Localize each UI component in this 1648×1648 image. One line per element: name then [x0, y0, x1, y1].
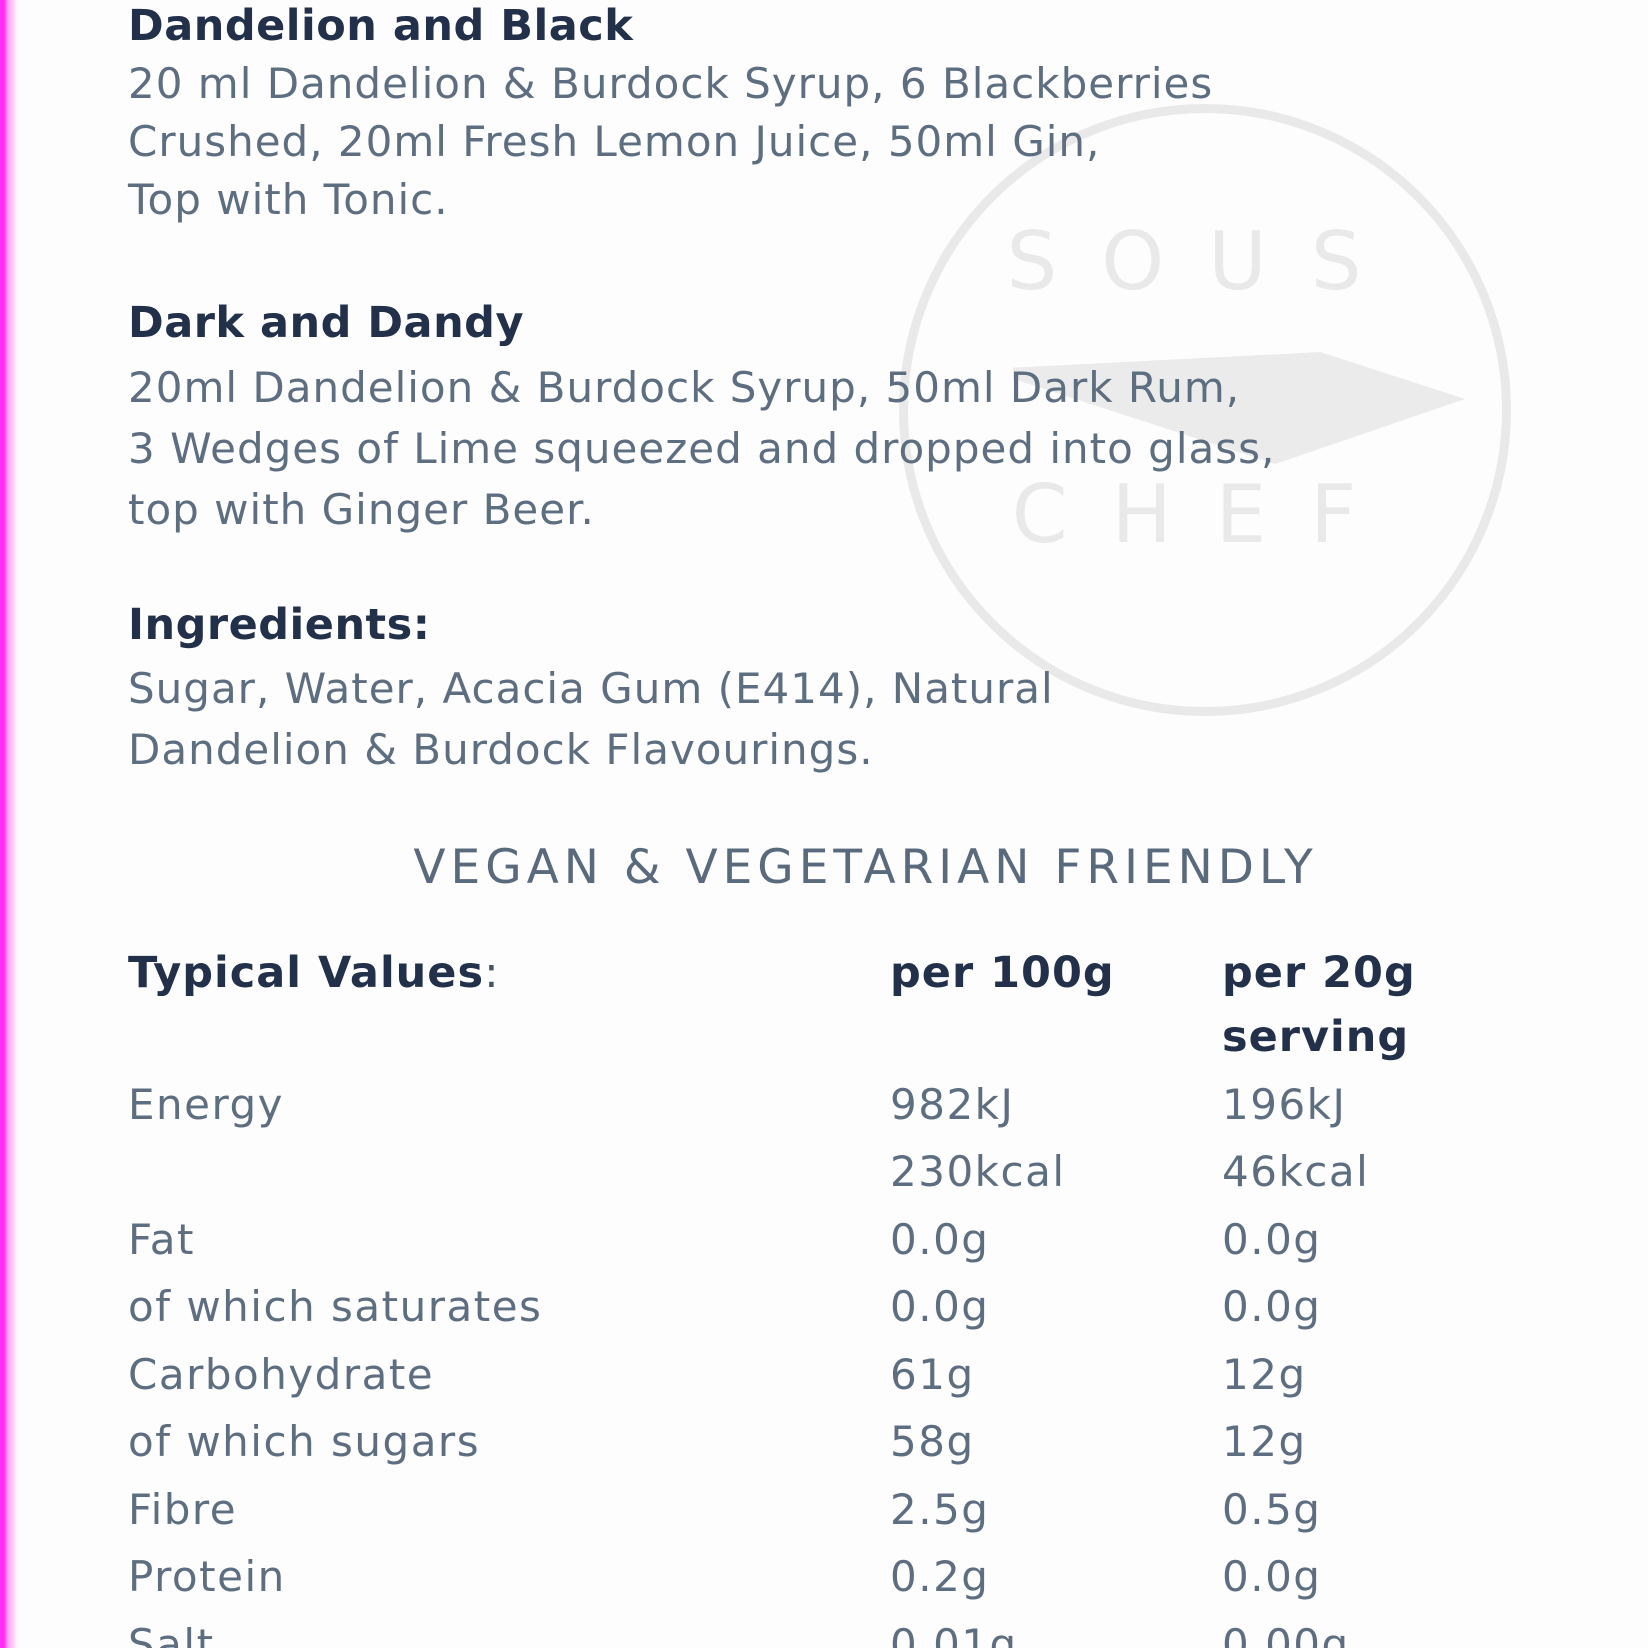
recipe-line: top with Ginger Beer.: [128, 485, 595, 534]
nutrition-row-carbohydrate: Carbohydrate 61g 12g: [128, 1350, 1648, 1400]
column-header-per-100g: per 100g: [890, 948, 1115, 998]
value-per-20g: 0.5g: [1222, 1485, 1322, 1534]
left-accent-stripe: [0, 0, 18, 1648]
recipe-line: 20 ml Dandelion & Burdock Syrup, 6 Black…: [128, 59, 1214, 108]
value-per-20g: 12g: [1222, 1417, 1307, 1466]
value-per-20g: 196kJ: [1222, 1080, 1347, 1129]
column-header-line: serving: [1222, 1012, 1410, 1062]
row-label: Energy: [128, 1080, 285, 1129]
nutrition-row-sugars: of which sugars 58g 12g: [128, 1417, 1648, 1467]
nutrition-row-fibre: Fibre 2.5g 0.5g: [128, 1485, 1648, 1535]
value-per-100g: 2.5g: [890, 1485, 990, 1534]
row-label: of which saturates: [128, 1282, 543, 1331]
column-header-line: per 20g: [1222, 948, 1416, 998]
value-per-100g: 58g: [890, 1417, 975, 1466]
value-per-100g: 0.01g: [890, 1620, 1018, 1648]
watermark-text-sous: SOUS: [1006, 215, 1406, 308]
value-per-100g: 0.0g: [890, 1282, 990, 1331]
row-label: of which sugars: [128, 1417, 481, 1466]
ingredients-title: Ingredients:: [128, 600, 431, 650]
nutrition-title-colon: :: [484, 948, 500, 998]
value-per-20g: 12g: [1222, 1350, 1307, 1399]
nutrition-row-fat: Fat 0.0g 0.0g: [128, 1215, 1648, 1265]
nutrition-row-energy-kcal: 230kcal 46kcal: [128, 1147, 1648, 1197]
row-label: Carbohydrate: [128, 1350, 435, 1399]
row-label: Protein: [128, 1552, 286, 1601]
value-per-100g: 0.2g: [890, 1552, 990, 1601]
value-per-100g: 0.0g: [890, 1215, 990, 1264]
row-label: Fat: [128, 1215, 196, 1264]
row-label: Fibre: [128, 1485, 238, 1534]
row-label: Salt: [128, 1620, 215, 1648]
recipe-title-dandelion-and-black: Dandelion and Black: [128, 1, 634, 51]
nutrition-row-salt: Salt 0.01g 0.00g: [128, 1620, 1648, 1648]
value-per-20g: 0.00g: [1222, 1620, 1350, 1648]
ingredients-body: Sugar, Water, Acacia Gum (E414), Natural…: [128, 658, 1054, 780]
recipe-line: 3 Wedges of Lime squeezed and dropped in…: [128, 424, 1276, 473]
value-per-20g: 0.0g: [1222, 1215, 1322, 1264]
recipe-line: Top with Tonic.: [128, 175, 449, 224]
value-per-20g: 46kcal: [1222, 1147, 1370, 1196]
watermark-text-chef: CHEF: [1011, 468, 1401, 561]
nutrition-title: Typical Values:: [128, 941, 500, 1005]
nutrition-title-text: Typical Values: [128, 948, 485, 998]
nutrition-row-energy: Energy 982kJ 196kJ: [128, 1080, 1648, 1130]
nutrition-row-saturates: of which saturates 0.0g 0.0g: [128, 1282, 1648, 1332]
value-per-100g: 61g: [890, 1350, 975, 1399]
recipe-body-dark-and-dandy: 20ml Dandelion & Burdock Syrup, 50ml Dar…: [128, 357, 1275, 540]
value-per-20g: 0.0g: [1222, 1552, 1322, 1601]
value-per-100g: 230kcal: [890, 1147, 1066, 1196]
recipe-line: 20ml Dandelion & Burdock Syrup, 50ml Dar…: [128, 363, 1241, 412]
column-header-per-20g-serving: per 20g serving: [1222, 941, 1416, 1069]
recipe-body-dandelion-and-black: 20 ml Dandelion & Burdock Syrup, 6 Black…: [128, 55, 1213, 229]
value-per-100g: 982kJ: [890, 1080, 1015, 1129]
ingredients-line: Sugar, Water, Acacia Gum (E414), Natural: [128, 664, 1054, 713]
diet-note: VEGAN & VEGETARIAN FRIENDLY: [413, 840, 1318, 895]
nutrition-row-protein: Protein 0.2g 0.0g: [128, 1552, 1648, 1602]
recipe-line: Crushed, 20ml Fresh Lemon Juice, 50ml Gi…: [128, 117, 1101, 166]
recipe-title-dark-and-dandy: Dark and Dandy: [128, 298, 524, 348]
ingredients-line: Dandelion & Burdock Flavourings.: [128, 725, 874, 774]
watermark-circle: [899, 104, 1511, 716]
value-per-20g: 0.0g: [1222, 1282, 1322, 1331]
